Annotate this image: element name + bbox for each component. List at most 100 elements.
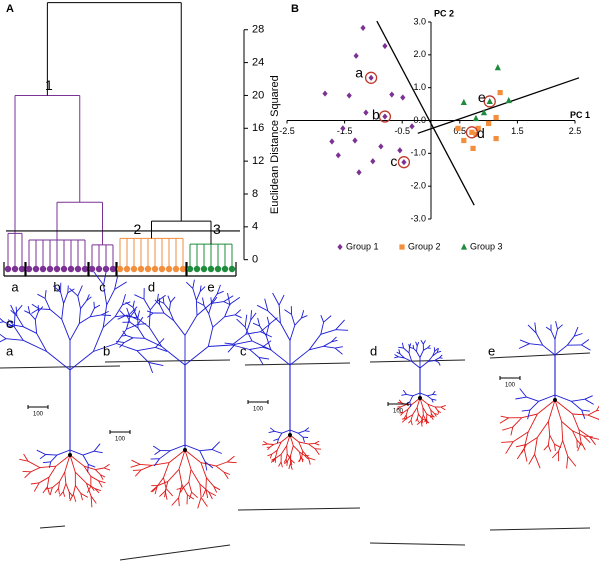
layer-boundary: [104, 359, 231, 363]
leaf: [109, 265, 117, 273]
dendrite: [409, 346, 414, 349]
dendrite: [320, 329, 336, 335]
dendrite: [90, 314, 102, 318]
y-tick-label: 0.0: [413, 115, 426, 125]
dendrite: [331, 339, 338, 343]
dendrite: [86, 296, 92, 301]
dendrite: [567, 456, 577, 467]
dendrite: [275, 453, 282, 459]
dendrite: [335, 319, 345, 331]
layer-boundary: [489, 352, 591, 359]
dendrite: [561, 421, 573, 432]
y-axis-title: Euclidean Distance Squared: [269, 75, 281, 214]
x-tick-label: -1.5: [337, 126, 353, 136]
dendrite: [227, 292, 231, 305]
dendrite: [304, 427, 310, 432]
dendrite: [129, 321, 139, 329]
dendrite: [529, 400, 540, 411]
dendrite: [132, 337, 145, 339]
dendrite: [192, 288, 197, 301]
leaf: [123, 265, 131, 273]
dendrite: [274, 430, 282, 434]
point: [322, 90, 328, 97]
dendrite: [438, 362, 441, 366]
dendrite: [199, 285, 202, 292]
dendrite: [123, 337, 134, 343]
leaf: [4, 265, 12, 273]
dendrite: [184, 449, 202, 463]
dendrite: [157, 480, 169, 487]
dendrite: [211, 449, 222, 454]
cluster-label: a: [11, 279, 19, 294]
dendrite: [437, 350, 442, 353]
dendrite: [550, 330, 556, 340]
dendrite: [289, 349, 310, 366]
dendrite: [288, 463, 291, 470]
dendrite: [231, 344, 250, 350]
dendrite: [178, 497, 180, 507]
dendrite: [335, 329, 349, 331]
point: [493, 114, 499, 121]
dendrite: [167, 468, 180, 482]
dendrite: [224, 342, 236, 345]
dendrite: [128, 306, 138, 316]
highlight-ring: [483, 95, 496, 108]
dendrite: [554, 444, 556, 451]
dendrite: [419, 392, 428, 397]
dendrite: [38, 308, 51, 310]
dendrite: [529, 343, 543, 346]
leaf: [46, 265, 54, 273]
leaf: [102, 265, 110, 273]
leaf: [193, 265, 201, 273]
dendrite: [403, 414, 407, 419]
dendrite: [289, 325, 296, 341]
dendrite: [163, 312, 175, 322]
dendrite: [116, 340, 125, 344]
dendrite: [13, 326, 24, 341]
cluster-label: d: [148, 279, 155, 294]
dendrite: [45, 487, 53, 490]
y-tick-label: 0: [252, 254, 258, 266]
dendrite: [547, 421, 551, 436]
point: [493, 135, 499, 142]
dendrite: [566, 335, 575, 346]
point: [401, 159, 407, 166]
point: [497, 89, 503, 96]
dendrite: [139, 463, 153, 466]
dendrite: [157, 299, 165, 304]
dendrite: [432, 390, 436, 395]
point: [382, 113, 388, 120]
dendrite: [24, 310, 30, 314]
dendrite: [224, 304, 231, 317]
layer-boundary: [369, 542, 466, 546]
dendrite: [215, 461, 228, 467]
dendrite: [212, 316, 225, 328]
dendrite: [146, 310, 154, 314]
point: [461, 137, 467, 144]
leaf: [172, 265, 180, 273]
dendrite: [289, 463, 293, 470]
dendrite: [7, 319, 14, 326]
dendrite: [512, 417, 523, 428]
dendrite: [184, 444, 200, 452]
dendrite: [197, 497, 202, 509]
dendrite: [409, 401, 412, 407]
dendrite: [103, 284, 108, 305]
leaf: [144, 265, 152, 273]
dendrite: [72, 493, 77, 502]
dendrite: [244, 326, 253, 342]
dendrite: [440, 406, 446, 411]
dendrite: [163, 462, 170, 478]
dendrite: [580, 441, 586, 451]
scale-label: 100: [33, 412, 44, 418]
dendrite: [256, 304, 269, 312]
point: [480, 109, 488, 116]
dendrite: [36, 449, 46, 455]
dendrite: [578, 429, 582, 443]
dendrite: [199, 286, 206, 292]
x-tick-label: 1.5: [511, 126, 524, 136]
point: [329, 138, 335, 145]
soma: [183, 448, 187, 452]
dendrite: [427, 403, 432, 411]
dendrite: [184, 346, 209, 366]
